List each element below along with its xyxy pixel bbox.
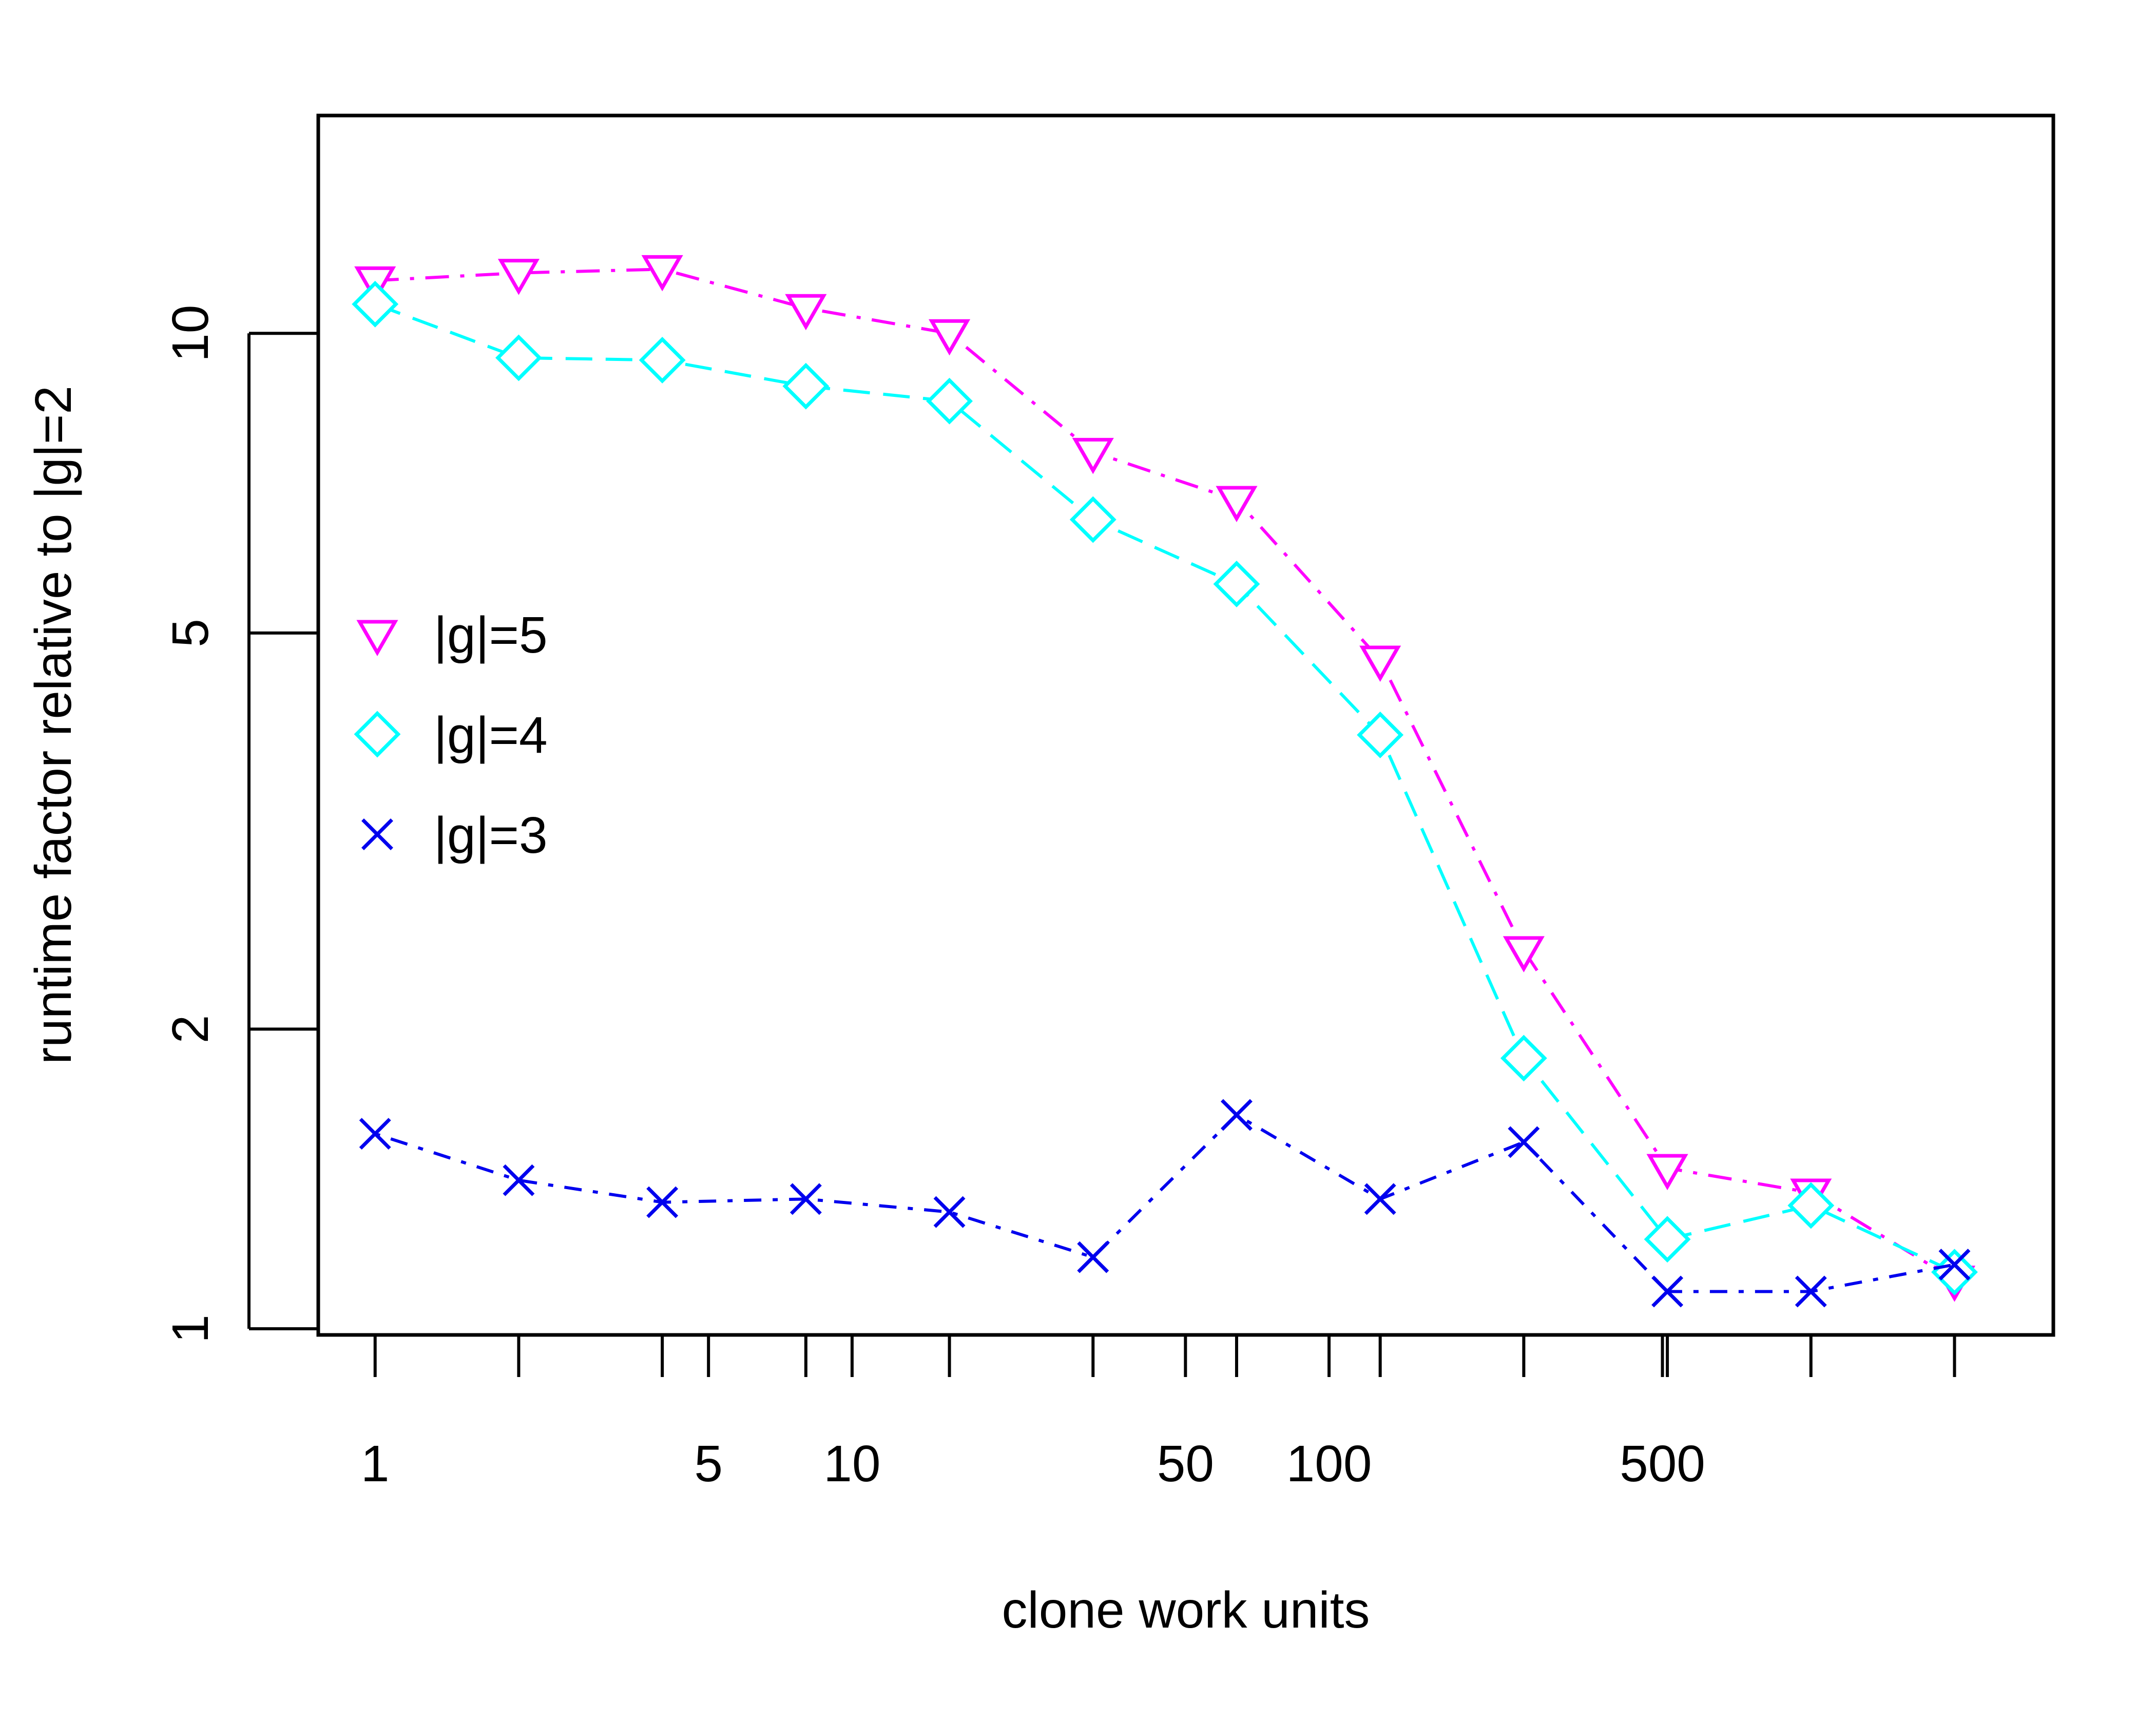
data-point-2-5 [926, 377, 973, 425]
legend-marker-2 [354, 711, 401, 758]
legend-item-1: |g|=5 [356, 606, 548, 664]
data-point-2-4 [782, 362, 830, 410]
data-point-3-3 [646, 1186, 679, 1218]
data-point-2-1 [352, 280, 399, 328]
data-point-2-10 [1644, 1216, 1691, 1263]
legend-label-2: |g|=4 [434, 706, 548, 764]
x-tick-label-500: 500 [1620, 1435, 1705, 1493]
x-axis: 1 5 10 50 100 500 [318, 1333, 2053, 1493]
y-tick-label-1: 1 [162, 1314, 219, 1343]
data-point-1-8 [1359, 645, 1401, 682]
y-tick-label-10: 10 [162, 305, 219, 362]
data-point-3-2 [503, 1164, 535, 1196]
data-point-2-12 [1931, 1249, 1978, 1296]
series-3 [359, 1099, 1971, 1308]
series-line-3 [374, 1113, 1955, 1293]
data-point-3-1 [359, 1118, 391, 1150]
x-tick-label-10: 10 [823, 1435, 880, 1493]
data-point-3-10 [1651, 1275, 1684, 1308]
data-point-3-4 [790, 1183, 822, 1215]
x-tick-label-1: 1 [361, 1435, 390, 1493]
data-point-1-9 [1503, 936, 1545, 972]
data-point-3-6 [1077, 1241, 1109, 1273]
y-axis: 1 2 5 10 [162, 305, 318, 1343]
data-point-1-2 [497, 259, 540, 295]
data-point-1-4 [785, 294, 827, 331]
data-point-2-8 [1357, 711, 1404, 758]
data-point-1-10 [1646, 1154, 1688, 1191]
y-tick-label-2: 2 [162, 1015, 219, 1044]
legend-marker-1 [356, 620, 398, 657]
legend-marker-3 [361, 818, 393, 850]
data-point-2-9 [1500, 1035, 1547, 1082]
data-point-1-7 [1216, 486, 1258, 523]
series-layer [352, 255, 1978, 1308]
data-point-3-11 [1795, 1275, 1827, 1308]
series-2 [352, 280, 1978, 1296]
y-axis-label: runtime factor relative to |g|=2 [25, 386, 82, 1064]
data-point-3-9 [1508, 1126, 1540, 1158]
x-tick-label-5: 5 [694, 1435, 723, 1493]
legend: |g|=5 |g|=4 |g|=3 [354, 606, 548, 864]
x-axis-label: clone work units [1002, 1581, 1370, 1639]
x-tick-label-100: 100 [1286, 1435, 1372, 1493]
series-line-2 [374, 302, 1955, 1274]
legend-label-1: |g|=5 [434, 606, 548, 664]
data-point-3-7 [1220, 1099, 1253, 1131]
x-tick-label-50: 50 [1157, 1435, 1214, 1493]
data-point-3-5 [933, 1196, 966, 1228]
data-point-2-11 [1787, 1182, 1835, 1229]
data-point-2-3 [639, 336, 686, 384]
data-point-2-2 [495, 334, 542, 381]
legend-item-3: |g|=3 [361, 807, 548, 864]
data-point-1-6 [1072, 437, 1114, 474]
data-point-1-5 [929, 319, 971, 356]
series-line-1 [375, 267, 1956, 1282]
y-tick-label-5: 5 [162, 619, 219, 647]
data-point-2-6 [1069, 496, 1116, 543]
data-point-2-7 [1213, 561, 1260, 607]
legend-label-3: |g|=3 [434, 807, 548, 864]
legend-item-2: |g|=4 [354, 706, 548, 764]
data-point-3-8 [1364, 1183, 1396, 1215]
data-point-3-12 [1938, 1249, 1971, 1281]
data-point-1-3 [641, 255, 683, 292]
